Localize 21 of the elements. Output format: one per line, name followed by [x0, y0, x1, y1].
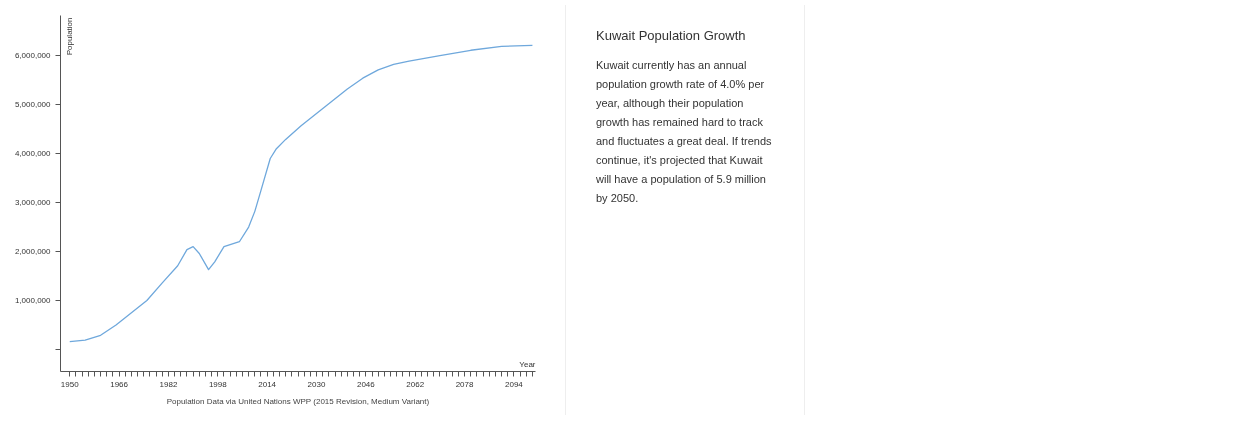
y-tick-label: 1,000,000 [14, 296, 52, 305]
y-tick-label: 2,000,000 [14, 247, 52, 257]
x-tick-label: 2094 [505, 379, 524, 389]
x-tick-label: 2030 [307, 379, 326, 389]
y-tick-label: 4,000,000 [14, 149, 52, 159]
x-tick-label: 1998 [208, 379, 228, 389]
x-tick-label: 1950 [60, 379, 80, 389]
x-tick-label: 1966 [110, 379, 129, 389]
x-tick-label: 2046 [356, 379, 376, 389]
text: Kuwait Population Growth [596, 27, 747, 45]
y-tick-label: 5,000,000 [14, 100, 52, 110]
y-tick-label: 6,000,000 [14, 51, 52, 61]
text: Population Data via United Nations WPP (2015 Revision, Medium Variant) [166, 396, 430, 406]
x-tick-label: 2014 [258, 379, 277, 389]
x-tick-label: 2062 [406, 379, 425, 389]
x-tick-label: 1982 [159, 379, 178, 389]
x-axis-title: Year [519, 359, 536, 369]
x-tick-label: 2078 [455, 379, 475, 389]
text: Kuwait currently has an annual population growth rate of 4.0% per year, although their population growth has remained hard to track and fluctuates a great deal. If trends continue, it's projected that Kuwait will have a population of 5.9 million by 2050. [596, 57, 773, 206]
y-tick-label: 3,000,000 [14, 198, 52, 208]
y-axis-title: Population [64, 17, 74, 56]
